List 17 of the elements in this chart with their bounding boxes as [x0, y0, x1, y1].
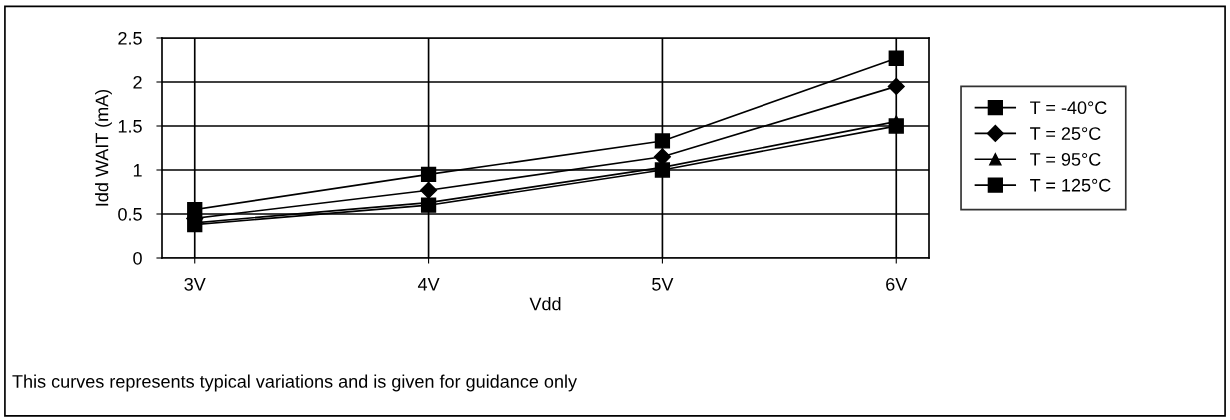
legend-label: T = -40°C	[1030, 101, 1107, 115]
y-axis-title: Idd WAIT (mA)	[95, 89, 112, 206]
x-tick-label: 5V	[652, 278, 674, 291]
text: This curves represents typical variations and is given for guidance only	[12, 374, 577, 392]
x-tick-label: 6V	[886, 277, 908, 291]
y-tick-label: 1	[133, 164, 142, 177]
y-tick-label: 1.5	[118, 120, 142, 133]
x-axis-title: Vdd	[529, 297, 561, 311]
x-tick-label: 4V	[417, 278, 440, 291]
x-tick-label: 3V	[184, 277, 206, 291]
y-tick-label: 0	[133, 251, 142, 265]
y-tick-label: 2	[133, 75, 142, 89]
legend-label: T = 95°C	[1030, 152, 1101, 166]
y-tick-label: 0.5	[118, 207, 142, 221]
legend-label: T = 125°C	[1030, 178, 1111, 192]
y-tick-label: 2.5	[118, 31, 142, 45]
legend-label: T = 25°C	[1030, 127, 1101, 140]
